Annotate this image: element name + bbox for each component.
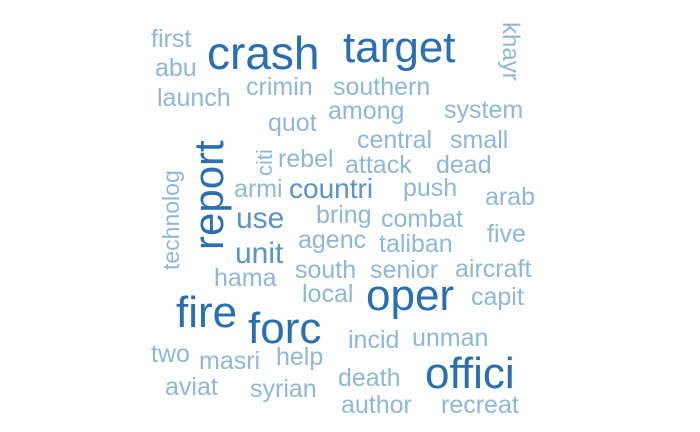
word-central: central [357,126,433,154]
word-dead: dead [436,151,492,179]
word-combat: combat [381,205,463,233]
word-target: target [343,23,456,72]
word-first: first [151,25,192,53]
word-citi: citi [252,149,277,176]
word-senior: senior [370,256,439,284]
word-masri: masri [199,347,261,375]
word-local: local [302,280,354,308]
word-aviat: aviat [165,373,218,401]
word-unman: unman [412,324,489,352]
word-taliban: taliban [379,230,453,258]
word-two: two [151,340,190,368]
word-technolog: technolog [158,170,184,270]
word-aircraft: aircraft [455,255,532,283]
word-agenc: agenc [298,226,367,254]
word-recreat: recreat [441,391,519,419]
word-attack: attack [345,151,412,179]
word-fire: fire [176,288,238,337]
word-launch: launch [157,84,231,112]
word-capit: capit [471,283,524,311]
word-south: south [295,256,357,284]
word-small: small [450,126,509,154]
word-report: report [185,140,232,250]
word-system: system [444,96,524,124]
word-unit: unit [235,237,284,270]
word-khayr: khayr [497,22,524,81]
word-among: among [328,97,405,125]
word-oper: oper [366,271,455,320]
word-countri: countri [289,173,374,204]
word-crimin: crimin [246,73,313,101]
word-author: author [341,391,412,419]
word-offici: offici [425,349,515,398]
word-bring: bring [316,201,372,229]
word-push: push [403,174,458,202]
word-death: death [338,364,401,392]
word-rebel: rebel [278,145,334,173]
word-syrian: syrian [250,375,317,403]
word-crash: crash [207,27,320,79]
word-quot: quot [268,109,317,137]
word-abu: abu [155,54,197,82]
word-five: five [487,220,526,248]
word-help: help [276,343,324,371]
word-use: use [236,202,285,235]
word-forc: forc [248,304,322,353]
word-southern: southern [333,73,431,101]
word-hama: hama [214,264,277,292]
word-incid: incid [348,326,400,354]
word-arab: arab [485,183,536,211]
word-armi: armi [234,175,283,203]
